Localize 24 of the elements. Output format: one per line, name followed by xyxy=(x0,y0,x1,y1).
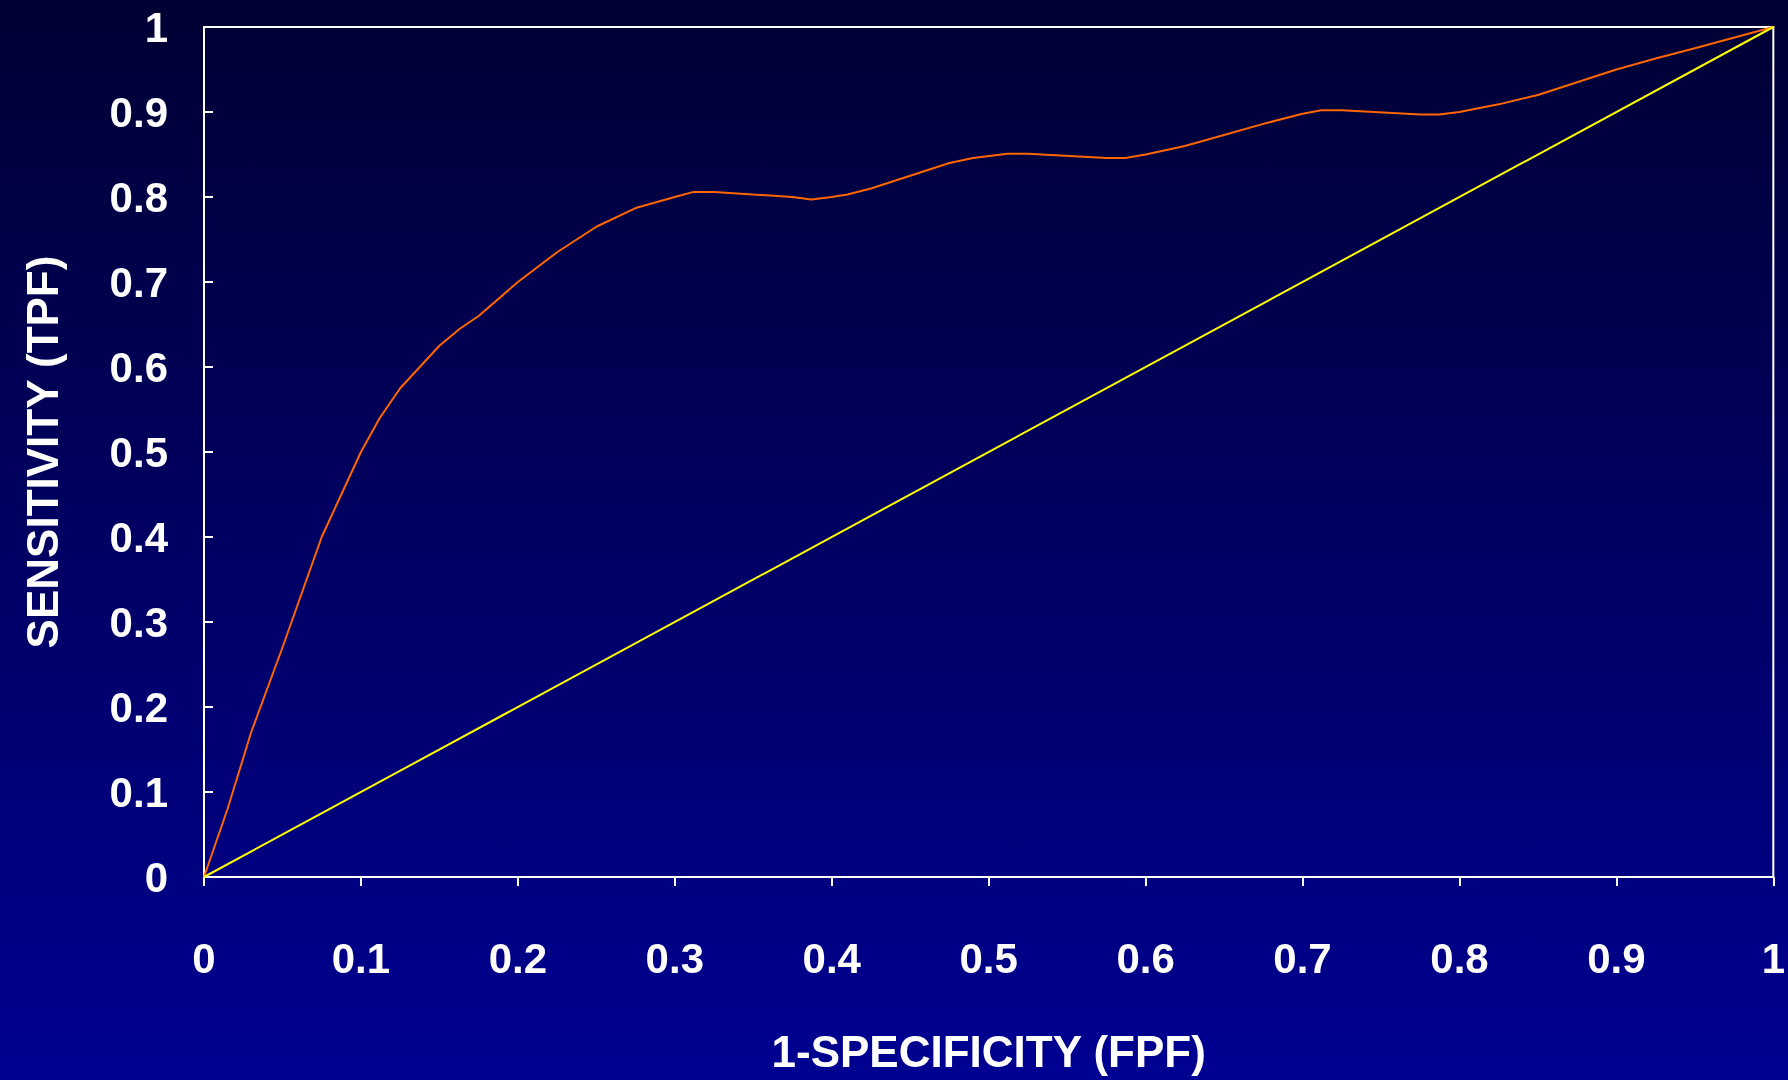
x-tick-label: 0.8 xyxy=(1430,934,1489,982)
x-tick-label: 0.2 xyxy=(488,934,548,982)
y-tick-label: 0.4 xyxy=(109,513,169,561)
y-tick-label: 0.3 xyxy=(109,598,168,646)
y-tick-label: 0.9 xyxy=(109,88,168,136)
x-axis-title: 1-SPECIFICITY (FPF) xyxy=(771,1026,1206,1076)
x-tick-label: 0.1 xyxy=(331,934,391,982)
x-tick-label: 1 xyxy=(1761,934,1785,982)
y-tick-label: 0.2 xyxy=(109,683,168,731)
x-tick-label: 0.4 xyxy=(802,934,862,982)
x-tick-label: 0 xyxy=(192,934,216,982)
x-tick-label: 0.9 xyxy=(1587,934,1646,982)
y-tick-label: 0.5 xyxy=(109,428,168,476)
y-tick-label: 0 xyxy=(144,853,168,901)
x-tick-label: 0.7 xyxy=(1273,934,1332,982)
y-tick-label: 0.1 xyxy=(109,768,168,816)
y-tick-label: 0.6 xyxy=(109,343,168,391)
x-tick-label: 0.6 xyxy=(1116,934,1175,982)
y-tick-label: 0.8 xyxy=(109,173,168,221)
y-tick-label: 0.7 xyxy=(109,258,168,306)
x-tick-label: 0.5 xyxy=(959,934,1018,982)
y-tick-label: 1 xyxy=(144,3,168,51)
x-tick-label: 0.3 xyxy=(645,934,704,982)
y-axis-title: SENSITIVITY (TPF) xyxy=(17,255,67,649)
